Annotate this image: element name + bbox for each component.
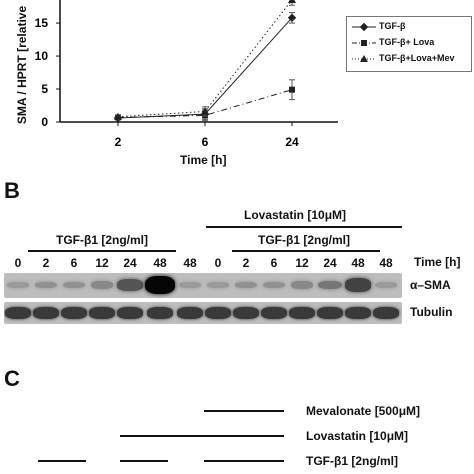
lane-label: 12 xyxy=(95,256,109,270)
chart-legend: TGF-β TGF-β+ Lova TGF-β+Lova+Mev xyxy=(346,16,472,72)
tubulin-blot xyxy=(4,302,402,324)
lane-label: 2 xyxy=(242,256,250,270)
sma-band xyxy=(117,279,143,291)
lovastatin-bar xyxy=(206,226,402,228)
tubulin-band xyxy=(177,307,203,319)
y-tick-label: 0 xyxy=(41,115,48,129)
tubulin-band xyxy=(317,307,343,319)
tubulin-band xyxy=(117,307,143,319)
tgf-scheme-bar-2 xyxy=(120,460,168,462)
tgf-bar-left xyxy=(28,250,176,252)
sma-blot xyxy=(4,273,402,298)
tubulin-band xyxy=(61,307,87,319)
legend-label: TGF-β xyxy=(379,21,406,31)
tgf-bar-right xyxy=(232,250,380,252)
legend-label: TGF-β+ Lova xyxy=(379,37,435,47)
data-point xyxy=(287,13,297,23)
x-tick-label: 24 xyxy=(285,135,299,149)
y-axis-label: SMA / HPRT [relative xyxy=(15,5,29,125)
lane-label: 12 xyxy=(295,256,309,270)
mevalonate-bar xyxy=(204,410,284,412)
tgf-scheme-bar-3 xyxy=(204,460,284,462)
tubulin-band xyxy=(373,307,399,319)
sma-band xyxy=(344,278,372,292)
x-tick-label: 6 xyxy=(202,135,209,149)
panel-a-chart: 0 5 10 15 2 6 24 xyxy=(35,0,338,149)
tubulin-band xyxy=(5,307,31,319)
lovastatin-label: Lovastatin [10μM] xyxy=(244,208,347,222)
tgf-scheme-bar-1 xyxy=(38,460,86,462)
lane-label: 48 xyxy=(379,256,393,270)
tgf-label-right: TGF-β1 [2ng/ml] xyxy=(258,233,350,247)
data-point xyxy=(289,86,295,93)
lane-label: 0 xyxy=(14,256,22,270)
sma-band xyxy=(90,281,114,289)
tubulin-band xyxy=(147,307,173,319)
panel-b-letter: B xyxy=(4,178,20,203)
chart-series xyxy=(113,0,297,123)
tubulin-band xyxy=(289,307,315,319)
y-tick-label: 10 xyxy=(35,49,49,63)
legend-diamond-marker-icon xyxy=(352,22,376,32)
tgf-label-left: TGF-β1 [2ng/ml] xyxy=(56,233,148,247)
x-tick-label: 2 xyxy=(115,135,122,149)
tubulin-band xyxy=(89,307,115,319)
sma-label: α–SMA xyxy=(410,278,451,292)
sma-band xyxy=(35,281,57,289)
tubulin-band xyxy=(345,307,371,319)
lane-label: 48 xyxy=(153,256,167,270)
sma-band xyxy=(7,281,29,289)
lane-label: 48 xyxy=(183,256,197,270)
panel-c-letter: C xyxy=(4,366,20,391)
tubulin-band xyxy=(233,307,259,319)
sma-band xyxy=(375,281,397,289)
series-1 xyxy=(113,12,297,123)
lovastatin-scheme-label: Lovastatin [10μM] xyxy=(306,429,409,443)
legend-square-marker-icon xyxy=(352,40,376,46)
sma-band xyxy=(179,281,201,289)
y-tick-label: 5 xyxy=(41,82,48,96)
lane-label: 6 xyxy=(70,256,78,270)
data-point xyxy=(114,112,122,120)
series-3 xyxy=(114,0,296,120)
sma-band xyxy=(207,281,229,289)
tubulin-label: Tubulin xyxy=(410,305,453,319)
lovastatin-scheme-bar xyxy=(120,435,284,437)
sma-band xyxy=(145,276,175,294)
data-point xyxy=(201,107,209,115)
chart-axes xyxy=(59,0,338,123)
mevalonate-label: Mevalonate [500μM] xyxy=(306,404,421,418)
tgf-scheme-label: TGF-β1 [2ng/ml] xyxy=(306,454,398,468)
data-point xyxy=(288,0,296,3)
series-line xyxy=(117,0,293,118)
sma-band xyxy=(290,281,314,289)
tubulin-band xyxy=(261,307,287,319)
lane-label: 24 xyxy=(323,256,337,270)
legend-label: TGF-β+Lova+Mev xyxy=(379,53,455,63)
chart-ticks: 0 5 10 15 2 6 24 xyxy=(35,16,299,149)
tubulin-band xyxy=(205,307,231,319)
sma-band xyxy=(235,281,257,289)
legend-triangle-marker-icon xyxy=(352,55,376,62)
x-axis-label: Time [h] xyxy=(180,153,227,167)
lane-label: 2 xyxy=(42,256,50,270)
lane-label: 24 xyxy=(123,256,137,270)
y-tick-label: 15 xyxy=(35,16,49,30)
lane-label: 0 xyxy=(214,256,222,270)
sma-band xyxy=(63,281,85,289)
sma-band xyxy=(318,280,342,290)
lane-label: 48 xyxy=(351,256,365,270)
time-label: Time [h] xyxy=(414,255,461,269)
lane-label: 6 xyxy=(270,256,278,270)
series-line xyxy=(117,17,293,119)
sma-band xyxy=(263,281,285,289)
tubulin-band xyxy=(33,307,59,319)
